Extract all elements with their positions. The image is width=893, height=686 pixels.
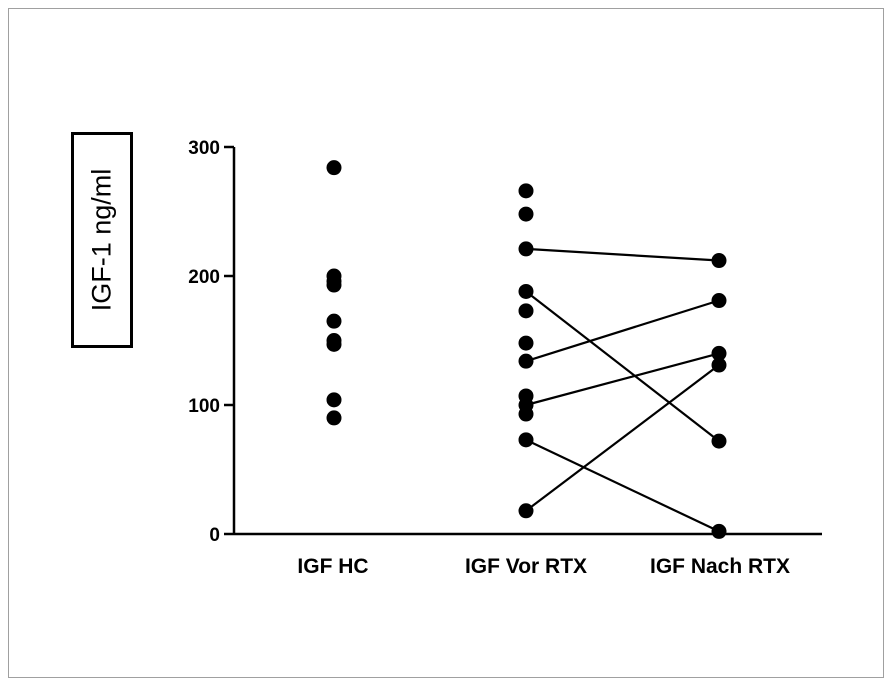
data-point [711,357,727,373]
data-point [518,303,534,319]
paired-line [525,352,720,407]
x-category-labels: IGF HC IGF Vor RTX IGF Nach RTX [297,555,790,578]
x-category-label: IGF Nach RTX [650,555,790,578]
data-point [711,433,727,449]
data-point [518,283,534,299]
data-point [326,392,342,408]
data-point [326,336,342,352]
data-point [326,277,342,293]
data-point [711,345,727,361]
y-tick-label: 0 [209,525,220,546]
x-category-label: IGF HC [297,555,368,578]
y-tick-label: 100 [188,396,220,417]
paired-line [525,438,720,533]
y-tick-label: 300 [188,138,220,159]
y-tick-label: 200 [188,267,220,288]
data-point [326,160,342,176]
data-point [518,432,534,448]
paired-line [525,290,720,442]
paired-lines [525,247,720,533]
data-point [711,523,727,539]
paired-line [525,299,720,363]
data-point [326,410,342,426]
data-point [711,253,727,269]
paired-line [525,364,720,512]
y-axis-label: IGF-1 ng/ml [86,168,117,312]
y-ticks: 0 100 200 300 [188,138,234,546]
x-category-label: IGF Vor RTX [465,555,587,578]
data-point [518,503,534,519]
paired-line [525,247,720,262]
data-point [711,293,727,309]
data-points [326,160,727,539]
chart-frame [8,8,884,678]
y-axis-label-box: IGF-1 ng/ml [71,132,133,348]
data-point [518,183,534,199]
data-point [518,353,534,369]
data-point [518,406,534,422]
data-point [518,241,534,257]
data-point [518,335,534,351]
data-point [518,206,534,222]
data-point [326,313,342,329]
